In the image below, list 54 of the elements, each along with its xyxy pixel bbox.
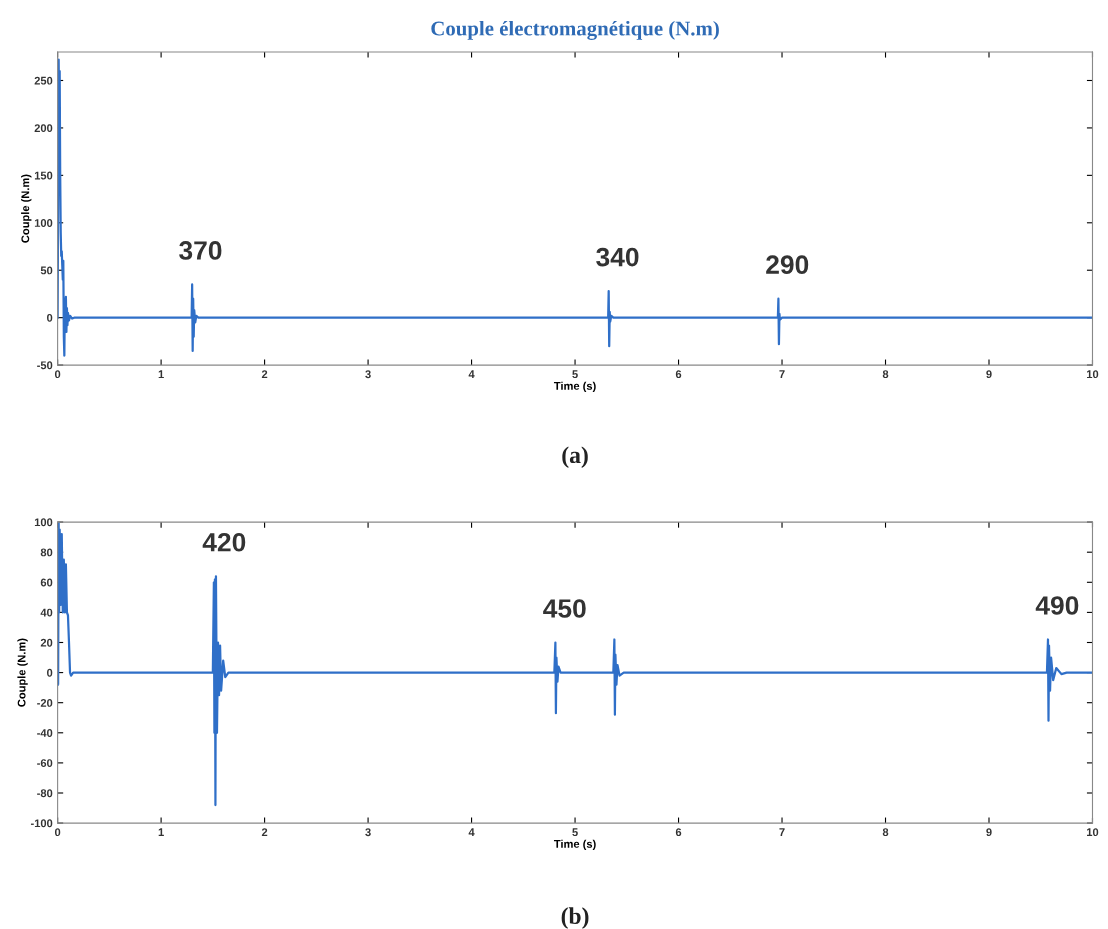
x-tick-label: 2 xyxy=(261,370,268,379)
annotation: 450 xyxy=(543,599,586,618)
annotation: 370 xyxy=(179,241,222,260)
y-tick-label: -40 xyxy=(37,729,53,737)
x-tick-label: 2 xyxy=(261,828,268,837)
y-tick-label: 50 xyxy=(40,266,53,275)
annotation: 420 xyxy=(202,532,246,552)
x-tick-label: 6 xyxy=(675,370,682,379)
y-tick-label: 150 xyxy=(34,171,53,180)
y-tick-label: 20 xyxy=(40,638,53,647)
y-tick-label: 80 xyxy=(40,548,53,557)
line-series xyxy=(57,58,1093,357)
y-tick-label: 250 xyxy=(34,76,53,85)
y-tick-label: 200 xyxy=(34,124,53,133)
x-tick-label: 1 xyxy=(158,828,164,837)
y-tick-label: -20 xyxy=(37,698,53,707)
x-tick-label: 4 xyxy=(468,370,475,379)
y-tick-label: 60 xyxy=(40,578,53,587)
y-axis-title: Couple (N.m) xyxy=(17,638,28,707)
y-tick-label: -100 xyxy=(30,819,53,828)
x-tick-label: 9 xyxy=(986,370,992,379)
text: (b) xyxy=(561,907,589,929)
x-tick-label: 5 xyxy=(572,828,578,837)
x-tick-label: 7 xyxy=(779,828,785,837)
x-tick-label: 6 xyxy=(675,828,682,837)
x-tick-label: 8 xyxy=(882,828,889,837)
y-tick-label: -50 xyxy=(37,361,53,370)
x-tick-label: 5 xyxy=(572,370,578,379)
x-tick-label: 10 xyxy=(1087,828,1099,837)
chart-title: Couple électromagnétique (N.m) xyxy=(431,20,719,40)
text: (a) xyxy=(562,446,588,468)
annotation: 490 xyxy=(1035,596,1079,615)
y-tick-label: -80 xyxy=(37,789,53,798)
x-tick-label: 4 xyxy=(468,828,475,837)
y-axis-title: Couple (N.m) xyxy=(21,174,32,243)
y-tick-label: 0 xyxy=(47,313,53,322)
y-tick-label: 100 xyxy=(34,518,53,527)
x-tick-label: 10 xyxy=(1087,370,1099,379)
x-tick-label: 7 xyxy=(779,370,785,379)
x-tick-label: 0 xyxy=(54,370,61,379)
y-tick-label: 0 xyxy=(47,668,53,677)
x-axis-title: Time (s) xyxy=(553,381,596,393)
annotation: 290 xyxy=(766,255,809,275)
annotation: 340 xyxy=(596,247,639,267)
x-tick-label: 3 xyxy=(365,828,371,837)
x-tick-label: 8 xyxy=(882,370,889,379)
x-axis-title: Time (s) xyxy=(553,839,596,851)
y-tick-label: -60 xyxy=(37,759,53,768)
y-tick-label: 40 xyxy=(40,608,53,617)
y-tick-label: 100 xyxy=(34,219,53,227)
x-tick-label: 3 xyxy=(365,370,371,379)
x-tick-label: 9 xyxy=(986,828,992,837)
x-tick-label: 0 xyxy=(54,828,61,837)
x-tick-label: 1 xyxy=(158,370,164,379)
